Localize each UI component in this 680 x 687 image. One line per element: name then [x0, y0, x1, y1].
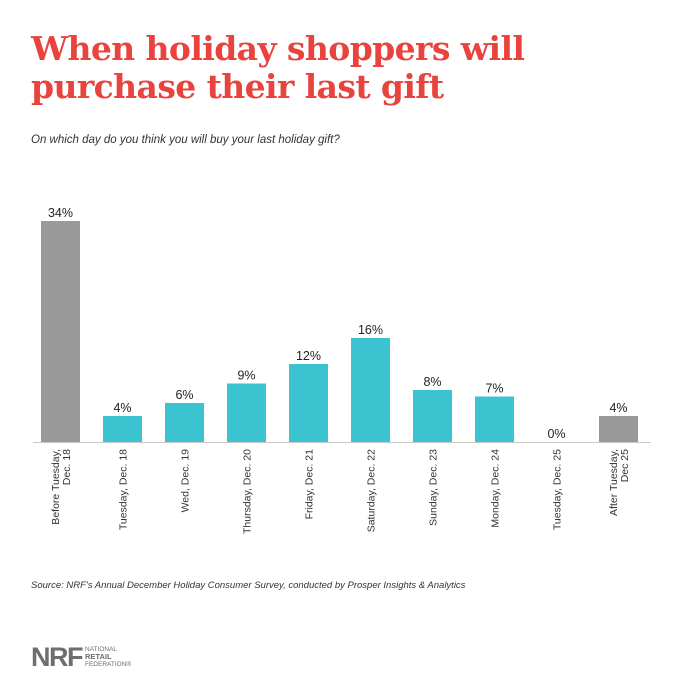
data-label: 12% — [296, 349, 321, 363]
logo-line-3: Federation® — [85, 660, 132, 668]
tick-label: After Tuesday,Dec 25 — [608, 449, 631, 516]
data-label: 6% — [175, 388, 193, 402]
bar — [413, 390, 452, 442]
data-label: 4% — [609, 401, 627, 415]
data-label: 0% — [547, 427, 565, 441]
bar — [165, 403, 204, 442]
tick-label: Thursday, Dec. 20 — [242, 449, 254, 534]
data-label: 9% — [237, 369, 255, 383]
data-label: 34% — [48, 206, 73, 220]
tick-label: Monday, Dec. 24 — [490, 449, 502, 528]
data-label: 16% — [358, 323, 383, 337]
bar — [41, 221, 80, 442]
bar — [475, 396, 514, 442]
logo-line-1: National — [85, 645, 118, 653]
data-label: 4% — [113, 401, 131, 415]
bar — [599, 416, 638, 442]
tick-label: Saturday, Dec. 22 — [366, 449, 378, 532]
tick-label: Friday, Dec. 21 — [304, 449, 316, 520]
source-note: Source: NRF's Annual December Holiday Co… — [31, 580, 466, 591]
tick-label: Sunday, Dec. 23 — [428, 449, 440, 526]
bar — [289, 364, 328, 442]
tick-label: Wed, Dec. 19 — [180, 449, 192, 513]
logo-text: National Retail Federation® — [85, 646, 131, 669]
logo-line-2: Retail — [85, 652, 112, 662]
chart-subtitle: On which day do you think you will buy y… — [31, 134, 340, 146]
logo-mark: NRF — [31, 641, 84, 672]
nrf-logo: NRF National Retail Federation® — [31, 641, 131, 673]
data-label: 8% — [423, 375, 441, 389]
bar — [351, 338, 390, 442]
tick-label: Tuesday, Dec. 25 — [552, 449, 564, 530]
bar — [227, 383, 266, 442]
tick-label: Tuesday, Dec. 18 — [118, 449, 130, 530]
bar — [103, 416, 142, 442]
bar-chart: 34% Before Tuesday,Dec. 18 4% Tuesday, Dec.… — [33, 206, 651, 534]
chart-title: When holiday shoppers will purchase thei… — [31, 29, 525, 106]
data-label: 7% — [485, 382, 503, 396]
tick-label: Before Tuesday,Dec. 18 — [50, 449, 73, 525]
